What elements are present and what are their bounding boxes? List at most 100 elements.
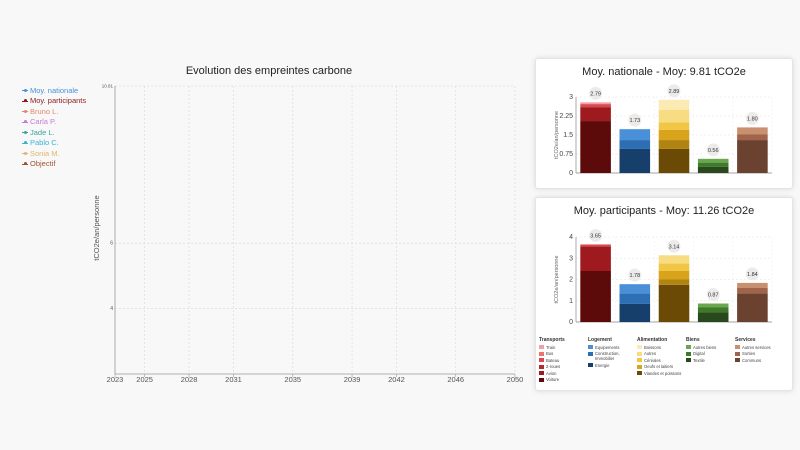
legend-item[interactable]: Bruno L. — [22, 106, 86, 117]
category-legend-group: Logement Equipements Construction, Immobil… — [588, 337, 640, 369]
bar-segment — [619, 140, 651, 149]
category-legend-item: Communs — [735, 358, 787, 363]
bar-segment — [658, 271, 690, 280]
category-legend-label: Céréales — [644, 357, 661, 363]
category-legend-label: Voiture — [546, 377, 560, 382]
bar-segment — [580, 244, 611, 247]
category-legend-label: Communs — [742, 357, 762, 363]
category-legend-label: Construction, Immobilier — [595, 351, 620, 361]
legend-item[interactable]: Moy. participants — [22, 96, 86, 107]
total-label: 2.79 — [590, 91, 601, 97]
category-legend-label: Autres biens — [693, 344, 717, 350]
category-legend-heading: Transports — [539, 337, 565, 343]
color-swatch — [637, 364, 642, 369]
legend-marker-icon — [22, 86, 28, 94]
legend-label: Moy. nationale — [30, 85, 79, 95]
category-legend-label: Autres services — [742, 344, 771, 350]
total-label: 0.87 — [708, 293, 719, 299]
legend-label: Sonia M. — [30, 148, 60, 158]
bar-segment — [737, 127, 768, 135]
category-legend-item: Sorties — [735, 351, 787, 356]
y-tick-label: 2.25 — [559, 113, 573, 120]
total-label-bubble — [745, 111, 759, 125]
y-tick-label: 2 — [569, 277, 573, 284]
legend-marker-icon — [22, 118, 28, 126]
legend-label: Objectif — [30, 159, 56, 169]
bar-segment — [580, 121, 611, 173]
x-tick-label: 2035 — [284, 375, 301, 384]
x-tick-label: 2046 — [447, 375, 464, 384]
legend-item[interactable]: Jade L. — [22, 127, 86, 138]
y-tick-label: 4 — [110, 306, 113, 312]
category-legend-item: Digital — [686, 351, 738, 356]
total-label: 1.84 — [747, 272, 758, 278]
category-legend-item: 2-roues — [539, 364, 591, 369]
color-swatch — [735, 345, 740, 349]
y-tick-label: 0.75 — [559, 151, 573, 158]
y-tick-label: 3 — [569, 255, 573, 262]
color-swatch — [637, 371, 642, 375]
category-legend-heading: Alimentation — [637, 337, 668, 343]
category-legend-label: Equipements — [595, 344, 620, 350]
total-label: 3.65 — [590, 233, 601, 239]
y-axis-label: tCO2e/an/personne — [554, 111, 560, 159]
category-legend-group: Biens Autres biens Digital Textile — [686, 337, 738, 364]
y-tick-label: 1.5 — [563, 132, 573, 139]
category-legend-item: Bateau — [539, 358, 591, 363]
color-swatch — [539, 345, 544, 349]
legend-item[interactable]: Pablo C. — [22, 138, 86, 149]
x-tick-label: 2042 — [388, 375, 405, 384]
bar-segment — [737, 134, 768, 141]
legend-item[interactable]: Carla P. — [22, 117, 86, 128]
color-swatch — [637, 358, 642, 362]
color-swatch — [735, 358, 740, 362]
category-legend-item: Viandes et poissons — [637, 371, 689, 376]
legend-marker-icon — [22, 128, 28, 136]
category-legend-label: Digital — [693, 351, 705, 356]
legend-item[interactable]: Sonia M. — [22, 148, 86, 159]
total-label-bubble — [706, 143, 720, 157]
legend-item[interactable]: Objectif — [22, 159, 86, 170]
total-label-bubble — [628, 268, 642, 282]
bar-segment — [580, 104, 611, 108]
bar-segment — [697, 158, 729, 163]
total-label-bubble — [745, 267, 759, 281]
bar-segment — [619, 293, 651, 304]
total-label-bubble — [589, 228, 603, 242]
bar-segment — [697, 166, 729, 173]
category-legend-label: Boissons — [644, 344, 661, 350]
category-legend-item: Equipements — [588, 345, 640, 350]
bar-segment — [737, 293, 768, 322]
x-tick-label: 2025 — [136, 375, 153, 384]
y-tick-label: 0 — [569, 170, 573, 177]
national-bar-chart: 0 0.75 1.5 2.25 3 tCO2e/an/personne 2.79 1.73 2.… — [554, 84, 773, 177]
total-label: 2.89 — [669, 89, 680, 95]
legend-marker-icon — [22, 160, 28, 168]
category-legend-item: Bus — [539, 351, 591, 356]
bar-segment — [658, 279, 690, 285]
bar-segment — [697, 303, 729, 308]
legend-label: Pablo C. — [30, 138, 59, 148]
line-chart-legend: Moy. nationale Moy. participants Bruno L. C… — [22, 85, 86, 169]
category-legend-item: Oeufs et laitiers — [637, 364, 689, 369]
legend-item[interactable]: Moy. nationale — [22, 85, 86, 96]
category-legend-item: Avion — [539, 371, 591, 376]
bar-segment — [737, 140, 768, 173]
y-tick-label: 3 — [569, 94, 573, 101]
category-legend-group: Services Autres services Sorties Communs — [735, 337, 787, 364]
evolution-line-chart: Evolution des empreintes carbone tCO2e/a… — [92, 65, 523, 384]
color-swatch — [637, 345, 642, 349]
category-legend-label: Viandes et poissons — [644, 370, 682, 376]
y-axis-label: tCO2e/an/personne — [554, 255, 560, 303]
legend-marker-icon — [22, 107, 28, 115]
category-legend-label: Textile — [693, 357, 705, 363]
bar-segment — [619, 129, 651, 141]
bar-segment — [697, 162, 729, 167]
bar-segment — [658, 109, 690, 123]
y-axis-label: tCO2e/an/personne — [92, 195, 101, 260]
total-label-bubble — [667, 84, 681, 98]
category-legend-label: Train — [546, 344, 556, 350]
color-swatch — [588, 363, 593, 367]
color-swatch — [686, 358, 691, 362]
category-legend-label: Sorties — [742, 351, 756, 356]
